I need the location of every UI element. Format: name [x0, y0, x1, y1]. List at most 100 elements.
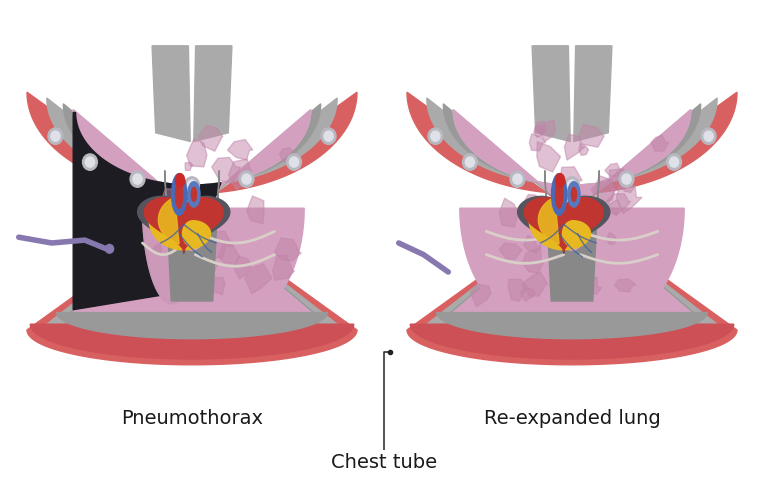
Ellipse shape: [242, 174, 251, 184]
Polygon shape: [144, 198, 223, 251]
Polygon shape: [153, 244, 162, 255]
Polygon shape: [578, 124, 604, 147]
Ellipse shape: [130, 171, 145, 187]
Polygon shape: [437, 312, 707, 339]
Polygon shape: [194, 46, 232, 141]
Polygon shape: [535, 122, 547, 133]
Polygon shape: [605, 163, 625, 176]
Polygon shape: [651, 135, 669, 151]
Polygon shape: [529, 134, 546, 151]
Ellipse shape: [619, 171, 634, 187]
Polygon shape: [525, 198, 603, 251]
Ellipse shape: [321, 128, 336, 144]
Polygon shape: [183, 221, 210, 246]
Ellipse shape: [667, 154, 681, 170]
Polygon shape: [183, 194, 197, 205]
Ellipse shape: [462, 154, 478, 170]
Polygon shape: [582, 276, 602, 294]
Polygon shape: [190, 222, 205, 237]
Polygon shape: [564, 134, 584, 160]
Polygon shape: [172, 208, 304, 318]
Ellipse shape: [188, 182, 200, 207]
Polygon shape: [471, 284, 492, 307]
Polygon shape: [163, 189, 174, 203]
Polygon shape: [212, 157, 240, 183]
Polygon shape: [203, 231, 233, 259]
Polygon shape: [546, 208, 684, 318]
Ellipse shape: [555, 174, 564, 188]
Ellipse shape: [704, 131, 713, 141]
Polygon shape: [57, 312, 327, 339]
Polygon shape: [197, 255, 218, 277]
Polygon shape: [27, 92, 357, 365]
Polygon shape: [229, 159, 253, 190]
Ellipse shape: [428, 128, 443, 144]
Polygon shape: [143, 223, 201, 304]
Polygon shape: [499, 243, 522, 260]
Polygon shape: [617, 182, 642, 213]
Polygon shape: [574, 46, 612, 141]
Polygon shape: [518, 196, 610, 253]
Polygon shape: [410, 324, 733, 359]
Polygon shape: [143, 223, 201, 304]
Ellipse shape: [551, 174, 567, 215]
Ellipse shape: [286, 154, 302, 170]
Polygon shape: [427, 98, 717, 353]
Ellipse shape: [510, 171, 525, 187]
Polygon shape: [607, 232, 617, 245]
Polygon shape: [187, 139, 207, 167]
Polygon shape: [499, 198, 518, 227]
Polygon shape: [537, 142, 561, 172]
Polygon shape: [198, 125, 223, 151]
Polygon shape: [520, 288, 535, 301]
Ellipse shape: [555, 180, 563, 208]
Ellipse shape: [133, 174, 142, 184]
Polygon shape: [559, 272, 578, 290]
Polygon shape: [30, 324, 354, 359]
Ellipse shape: [105, 244, 114, 253]
Polygon shape: [622, 180, 634, 192]
Ellipse shape: [622, 174, 631, 184]
Polygon shape: [614, 279, 637, 292]
Ellipse shape: [701, 128, 716, 144]
Polygon shape: [525, 198, 603, 251]
Ellipse shape: [670, 157, 679, 167]
Ellipse shape: [465, 157, 475, 167]
Polygon shape: [73, 112, 221, 310]
Polygon shape: [560, 167, 582, 194]
Ellipse shape: [82, 154, 98, 170]
Polygon shape: [595, 175, 615, 203]
Polygon shape: [550, 273, 571, 299]
Polygon shape: [185, 162, 194, 171]
Polygon shape: [182, 214, 203, 238]
Ellipse shape: [187, 180, 197, 190]
Polygon shape: [522, 272, 548, 296]
Polygon shape: [165, 171, 219, 301]
Polygon shape: [525, 198, 603, 251]
Polygon shape: [144, 198, 223, 251]
Polygon shape: [532, 46, 570, 141]
Polygon shape: [508, 279, 528, 301]
Polygon shape: [137, 196, 230, 253]
Polygon shape: [280, 148, 294, 162]
Polygon shape: [218, 243, 240, 264]
Polygon shape: [152, 46, 190, 141]
Ellipse shape: [564, 177, 579, 193]
Polygon shape: [170, 210, 180, 225]
Polygon shape: [607, 200, 621, 214]
Text: Chest tube: Chest tube: [331, 452, 437, 471]
Ellipse shape: [171, 174, 187, 215]
Polygon shape: [144, 198, 223, 251]
Text: Pneumothorax: Pneumothorax: [121, 409, 263, 428]
Polygon shape: [63, 104, 321, 342]
Polygon shape: [545, 171, 599, 301]
Polygon shape: [607, 194, 631, 216]
Polygon shape: [534, 126, 545, 138]
Polygon shape: [562, 221, 591, 246]
Polygon shape: [227, 139, 253, 160]
Polygon shape: [173, 226, 180, 232]
Polygon shape: [525, 194, 539, 207]
Polygon shape: [591, 179, 615, 204]
Ellipse shape: [239, 171, 254, 187]
Polygon shape: [453, 110, 690, 333]
